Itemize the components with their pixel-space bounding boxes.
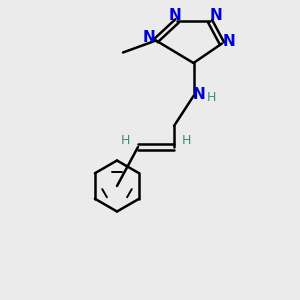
- Text: N: N: [143, 30, 156, 45]
- Text: N: N: [210, 8, 222, 23]
- Text: N: N: [169, 8, 182, 23]
- Text: N: N: [222, 34, 235, 50]
- Text: N: N: [193, 87, 205, 102]
- Text: H: H: [121, 134, 130, 148]
- Text: H: H: [181, 134, 191, 148]
- Text: H: H: [207, 91, 216, 104]
